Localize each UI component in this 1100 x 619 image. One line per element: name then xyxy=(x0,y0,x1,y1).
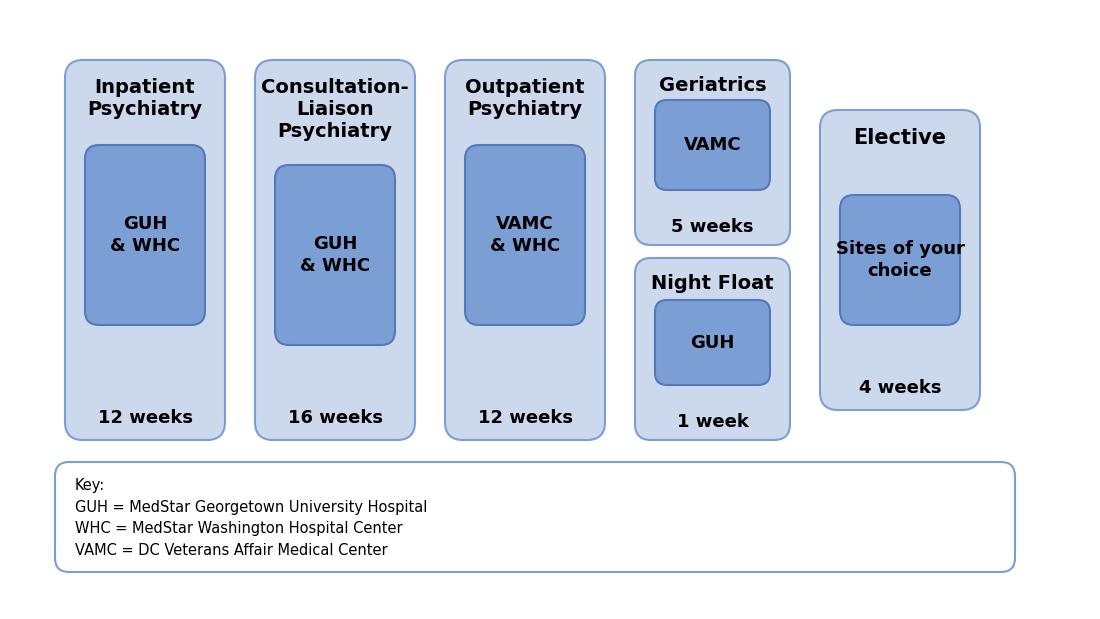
Text: Geriatrics: Geriatrics xyxy=(659,76,767,95)
Text: Key:
GUH = MedStar Georgetown University Hospital
WHC = MedStar Washington Hospi: Key: GUH = MedStar Georgetown University… xyxy=(75,478,428,558)
FancyBboxPatch shape xyxy=(820,110,980,410)
Text: Inpatient
Psychiatry: Inpatient Psychiatry xyxy=(88,78,202,119)
Text: GUH: GUH xyxy=(691,334,735,352)
FancyBboxPatch shape xyxy=(85,145,205,325)
Text: Elective: Elective xyxy=(854,128,946,148)
FancyBboxPatch shape xyxy=(55,462,1015,572)
FancyBboxPatch shape xyxy=(465,145,585,325)
Text: GUH
& WHC: GUH & WHC xyxy=(300,235,370,275)
Text: 16 weeks: 16 weeks xyxy=(287,409,383,427)
Text: VAMC
& WHC: VAMC & WHC xyxy=(490,215,560,255)
Text: Outpatient
Psychiatry: Outpatient Psychiatry xyxy=(465,78,585,119)
FancyBboxPatch shape xyxy=(654,300,770,385)
Text: Consultation-
Liaison
Psychiatry: Consultation- Liaison Psychiatry xyxy=(261,78,409,141)
FancyBboxPatch shape xyxy=(654,100,770,190)
FancyBboxPatch shape xyxy=(275,165,395,345)
Text: Sites of your
choice: Sites of your choice xyxy=(836,240,965,280)
Text: GUH
& WHC: GUH & WHC xyxy=(110,215,180,255)
FancyBboxPatch shape xyxy=(635,60,790,245)
Text: Night Float: Night Float xyxy=(651,274,773,293)
Text: 1 week: 1 week xyxy=(676,413,748,431)
Text: 12 weeks: 12 weeks xyxy=(98,409,192,427)
FancyBboxPatch shape xyxy=(65,60,226,440)
Text: VAMC: VAMC xyxy=(684,136,741,154)
FancyBboxPatch shape xyxy=(635,258,790,440)
FancyBboxPatch shape xyxy=(255,60,415,440)
FancyBboxPatch shape xyxy=(446,60,605,440)
FancyBboxPatch shape xyxy=(840,195,960,325)
Text: 12 weeks: 12 weeks xyxy=(477,409,572,427)
Text: 5 weeks: 5 weeks xyxy=(671,218,754,236)
Text: 4 weeks: 4 weeks xyxy=(859,379,942,397)
